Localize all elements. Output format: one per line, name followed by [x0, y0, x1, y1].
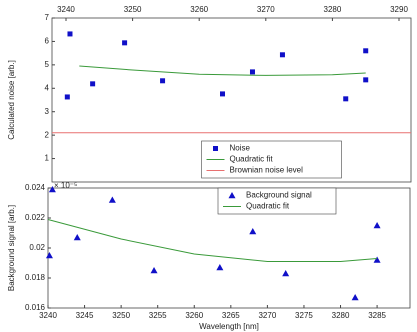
- x-tick-label: 3290: [390, 5, 408, 14]
- marker-square: [220, 91, 226, 97]
- fit-line: [79, 65, 366, 76]
- marker-square: [363, 77, 369, 83]
- marker-triangle: [373, 256, 381, 263]
- legend-label: Noise: [230, 144, 251, 153]
- legend-label: Quadratic fit: [246, 202, 290, 211]
- marker-square: [64, 94, 70, 100]
- x-tick-label: 3265: [222, 311, 240, 320]
- x-tick-label: 3260: [190, 5, 208, 14]
- y-tick-label: 0.024: [25, 183, 46, 192]
- y-tick-label: 0.018: [25, 273, 46, 282]
- y-tick-label: 0.02: [29, 243, 45, 252]
- y-tick-label: 3: [45, 107, 50, 116]
- marker-square: [213, 146, 218, 151]
- marker-triangle: [228, 192, 236, 199]
- marker-square: [343, 96, 349, 102]
- x-tick-label: 3255: [149, 311, 167, 320]
- x-tick-label: 3250: [124, 5, 142, 14]
- x-tick-label: 3260: [185, 311, 203, 320]
- marker-triangle: [373, 222, 381, 229]
- x-tick-label: 3270: [258, 311, 276, 320]
- y-tick-label: 5: [45, 60, 50, 69]
- fit-line: [47, 219, 378, 262]
- x-tick-label: 3240: [57, 5, 75, 14]
- marker-triangle: [45, 252, 53, 259]
- marker-triangle: [150, 267, 158, 274]
- marker-triangle: [108, 196, 116, 203]
- y-tick-label: 0.022: [25, 213, 46, 222]
- x-tick-label: 3270: [257, 5, 275, 14]
- marker-square: [279, 52, 285, 58]
- y-axis-label: Calculated noise [arb.]: [7, 60, 16, 140]
- x-tick-label: 3280: [332, 311, 350, 320]
- marker-square: [67, 31, 73, 37]
- axis-exponent: × 10⁻⁵: [54, 181, 77, 190]
- legend-label: Brownian noise level: [230, 166, 304, 175]
- y-tick-label: 1: [45, 154, 50, 163]
- y-tick-label: 7: [45, 13, 50, 22]
- legend-label: Quadratic fit: [230, 155, 274, 164]
- marker-square: [249, 69, 255, 75]
- marker-triangle: [351, 294, 359, 301]
- plot-frame: [51, 17, 412, 183]
- legend-label: Background signal: [246, 191, 312, 200]
- marker-square: [122, 40, 128, 46]
- y-tick-label: 6: [45, 37, 50, 46]
- marker-square: [363, 48, 369, 54]
- x-tick-label: 3245: [76, 311, 94, 320]
- marker-triangle: [249, 228, 257, 235]
- marker-square: [90, 81, 96, 87]
- x-tick-label: 3280: [324, 5, 342, 14]
- x-tick-label: 3240: [39, 311, 57, 320]
- y-tick-label: 2: [45, 130, 50, 139]
- legend-box: [201, 140, 342, 179]
- x-tick-label: 3250: [112, 311, 130, 320]
- legend-box: [217, 187, 337, 215]
- y-tick-label: 0.016: [25, 303, 46, 312]
- x-axis-label: Wavelength [nm]: [199, 322, 259, 331]
- x-tick-label: 3275: [295, 311, 313, 320]
- marker-triangle: [73, 234, 81, 241]
- marker-triangle: [282, 270, 290, 277]
- y-axis-label: Background signal [arb.]: [7, 205, 16, 291]
- x-tick-label: 3285: [368, 311, 386, 320]
- y-tick-label: 4: [45, 83, 50, 92]
- marker-triangle: [216, 264, 224, 271]
- marker-triangle: [48, 186, 56, 193]
- marker-square: [160, 78, 166, 84]
